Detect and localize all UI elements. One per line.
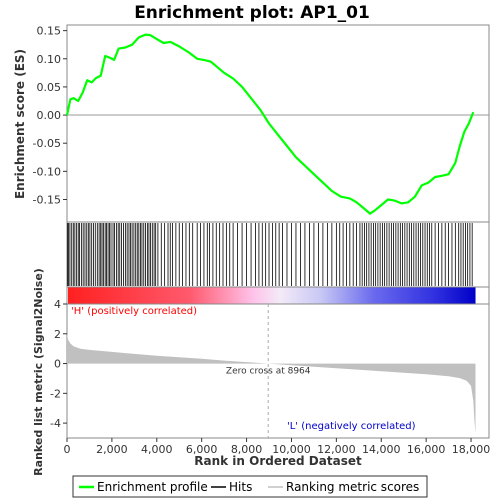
ranking-metric-area	[67, 333, 476, 434]
metric-y-tick-label: -2	[50, 387, 61, 400]
positive-correlation-label: 'H' (positively correlated)	[71, 306, 197, 317]
metric-y-tick-label: 2	[54, 328, 61, 341]
x-axis: 0 2,000 4,000 6,000 8,000 10,000 12,000 14,000 1…	[64, 438, 491, 456]
x-tick-label: 4,000	[141, 443, 173, 456]
metric-y-tick-label: -4	[50, 417, 61, 430]
negative-correlation-label: 'L' (negatively correlated)	[287, 421, 416, 432]
metric-y-tick-label: 0	[54, 358, 61, 371]
chart-title: Enrichment plot: AP1_01	[134, 3, 370, 23]
es-y-tick-label: 0.00	[37, 109, 62, 122]
x-tick-label: 8,000	[231, 443, 263, 456]
es-y-tick-label: 0.10	[37, 53, 62, 66]
metric-y-label: Ranked list metric (Signal2Noise)	[32, 268, 45, 476]
es-y-label: Enrichment score (ES)	[13, 49, 27, 199]
legend-label-hits: Hits	[229, 480, 252, 494]
legend-box	[72, 475, 428, 498]
x-axis-label: Rank in Ordered Dataset	[194, 454, 362, 468]
legend: Enrichment profile Hits Ranking metric s…	[72, 475, 428, 498]
es-y-tick-label: -0.10	[33, 165, 61, 178]
es-panel: 0.15 0.10 0.05 0.00 -0.05 -0.10 -0.15 Enrichme…	[13, 24, 490, 223]
metric-y-tick-label: 4	[54, 298, 61, 311]
x-tick-label: 16,000	[407, 443, 446, 456]
zero-cross-label: Zero cross at 8964	[226, 367, 311, 377]
enrichment-profile-line	[65, 33, 475, 215]
legend-label-ranking: Ranking metric scores	[286, 480, 419, 494]
es-y-tick-label: 0.15	[37, 25, 62, 38]
es-y-tick-label: -0.15	[33, 193, 61, 206]
x-tick-label: 6,000	[186, 443, 218, 456]
x-tick-label: 10,000	[272, 443, 311, 456]
es-y-tick-label: -0.05	[33, 137, 61, 150]
x-tick-label: 18,000	[452, 443, 491, 456]
hit-lines	[67, 223, 473, 286]
legend-label-enrichment: Enrichment profile	[97, 480, 208, 494]
x-tick-label: 2,000	[96, 443, 128, 456]
es-y-axis: 0.15 0.10 0.05 0.00 -0.05 -0.10 -0.15	[33, 25, 67, 206]
x-tick-label: 0	[64, 443, 71, 456]
hits-panel	[66, 221, 490, 288]
rank-color-bar	[68, 287, 476, 304]
metric-panel: Zero cross at 8964 'H' (positively corre…	[32, 268, 490, 476]
es-y-tick-label: 0.05	[37, 81, 62, 94]
x-tick-label: 12,000	[317, 443, 356, 456]
metric-y-axis: 4 2 0 -2 -4	[50, 298, 67, 430]
x-tick-label: 14,000	[362, 443, 401, 456]
es-panel-frame	[66, 24, 490, 223]
